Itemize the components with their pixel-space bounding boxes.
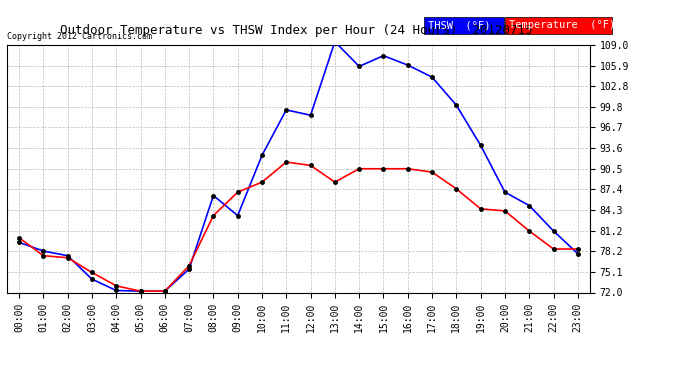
Text: Temperature  (°F): Temperature (°F) (509, 20, 615, 30)
Text: Outdoor Temperature vs THSW Index per Hour (24 Hours)  20120715: Outdoor Temperature vs THSW Index per Ho… (61, 24, 533, 38)
Text: THSW  (°F): THSW (°F) (428, 20, 491, 30)
Text: Copyright 2012 Cartronics.com: Copyright 2012 Cartronics.com (7, 32, 152, 41)
